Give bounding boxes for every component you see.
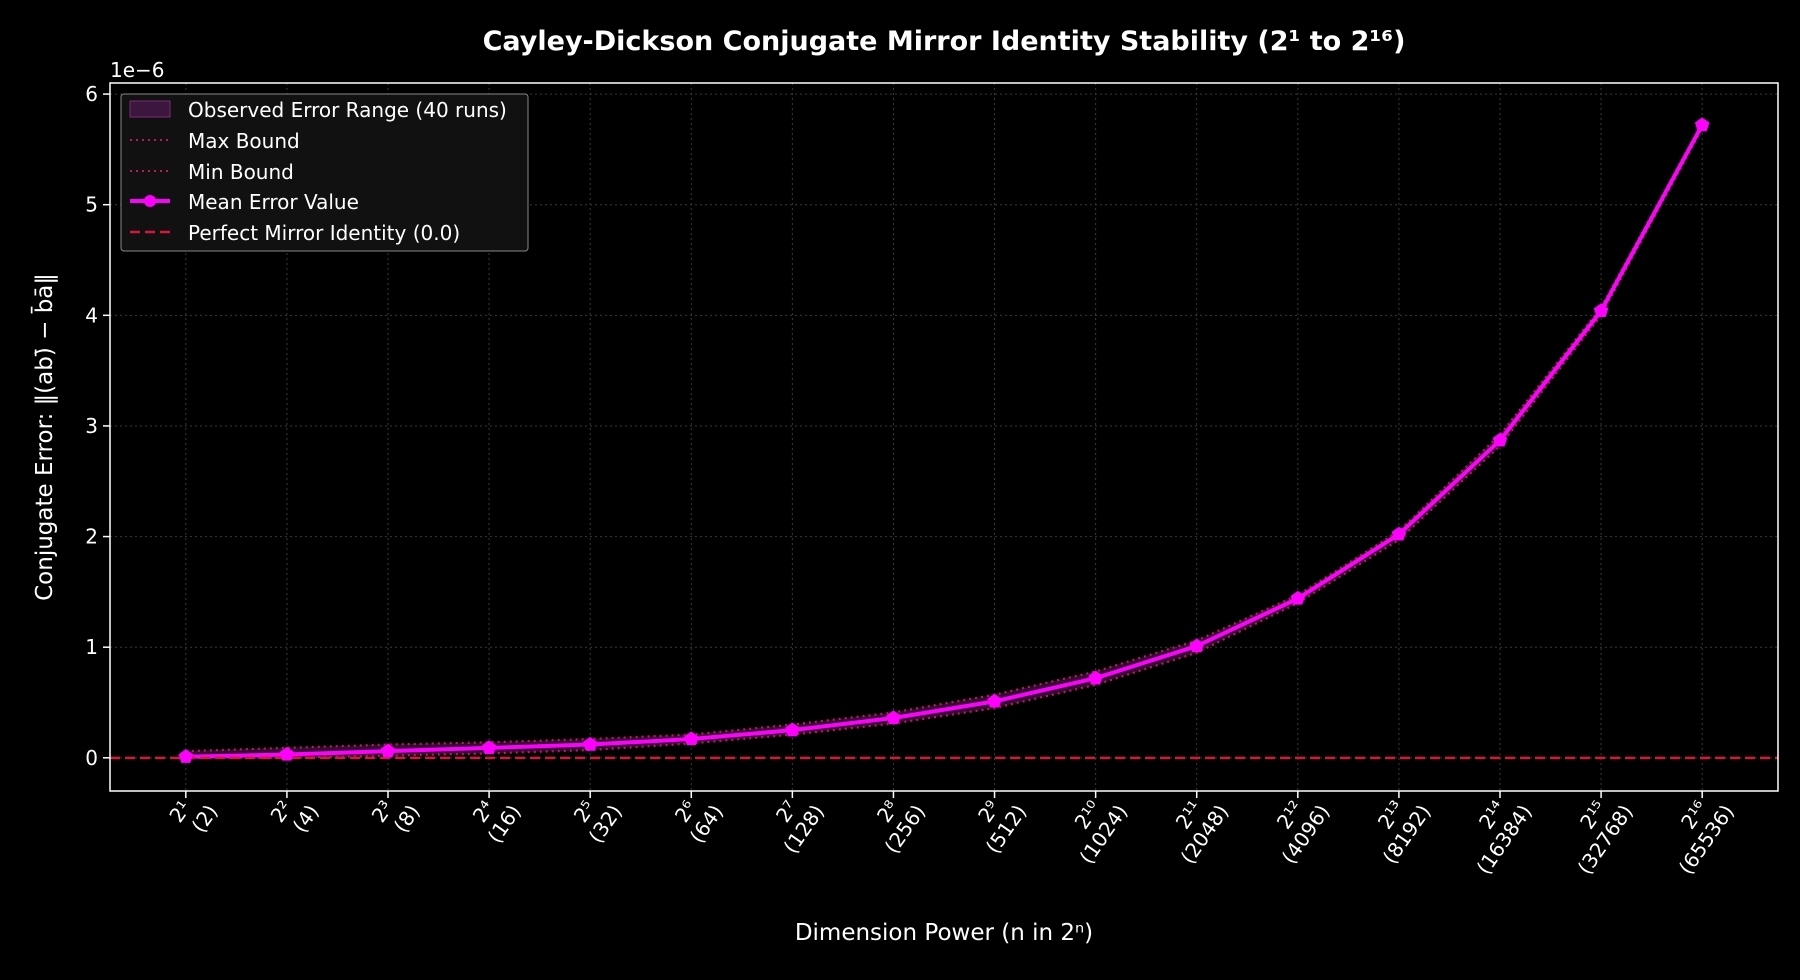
mean-error-point xyxy=(1492,432,1508,447)
mean-error-point xyxy=(178,749,194,763)
mean-error-point xyxy=(1391,526,1407,541)
y-tick-label: 1 xyxy=(85,635,98,659)
axes-frame xyxy=(109,82,1779,792)
series-layer xyxy=(185,122,1704,759)
y-axis-label: Conjugate Error: ‖(ab)̄ − b̄ā‖ xyxy=(30,273,58,601)
y-ticks: 0 1 2 3 4 5 6 xyxy=(85,82,110,770)
mean-error-point xyxy=(279,746,295,761)
mean-error-line xyxy=(185,124,1704,759)
mean-error-point xyxy=(987,693,1002,708)
max-bound-line xyxy=(185,122,1704,753)
legend-label-range: Observed Error Range (40 runs) xyxy=(188,98,507,122)
legend-label-max-bound: Max Bound xyxy=(188,129,300,153)
mean-error-point xyxy=(1088,670,1103,685)
mean-error-point xyxy=(1593,303,1609,318)
mean-error-point xyxy=(380,743,396,758)
legend-box xyxy=(120,93,529,252)
x-axis-label: Dimension Power (n in 2ⁿ) xyxy=(795,920,1093,946)
marker-layer xyxy=(178,117,1710,763)
y-tick-label: 0 xyxy=(85,746,98,770)
mean-error-point xyxy=(785,722,800,737)
y-tick-label: 2 xyxy=(85,525,98,549)
y-tick-label: 3 xyxy=(85,414,98,438)
mean-error-point xyxy=(684,731,699,746)
mean-error-point xyxy=(481,740,497,755)
legend-swatch-range xyxy=(129,100,171,118)
mean-error-point xyxy=(582,736,598,751)
legend-label-reference: Perfect Mirror Identity (0.0) xyxy=(188,221,460,245)
legend: Observed Error Range (40 runs) Max Bound… xyxy=(120,93,529,252)
legend-swatch-mean-marker xyxy=(144,195,156,207)
mean-error-point xyxy=(1189,638,1204,653)
mean-error-point xyxy=(1694,117,1710,132)
y-tick-label: 6 xyxy=(85,82,98,106)
legend-label-min-bound: Min Bound xyxy=(188,160,294,184)
mean-error-point xyxy=(1290,590,1306,605)
min-bound-line xyxy=(185,127,1704,759)
legend-label-mean: Mean Error Value xyxy=(188,190,359,214)
chart-title: Cayley-Dickson Conjugate Mirror Identity… xyxy=(483,26,1406,57)
y-tick-label: 4 xyxy=(85,303,98,327)
mean-error-point xyxy=(886,710,901,725)
y-tick-label: 5 xyxy=(85,193,98,217)
y-offset-label: 1e−6 xyxy=(110,58,165,82)
